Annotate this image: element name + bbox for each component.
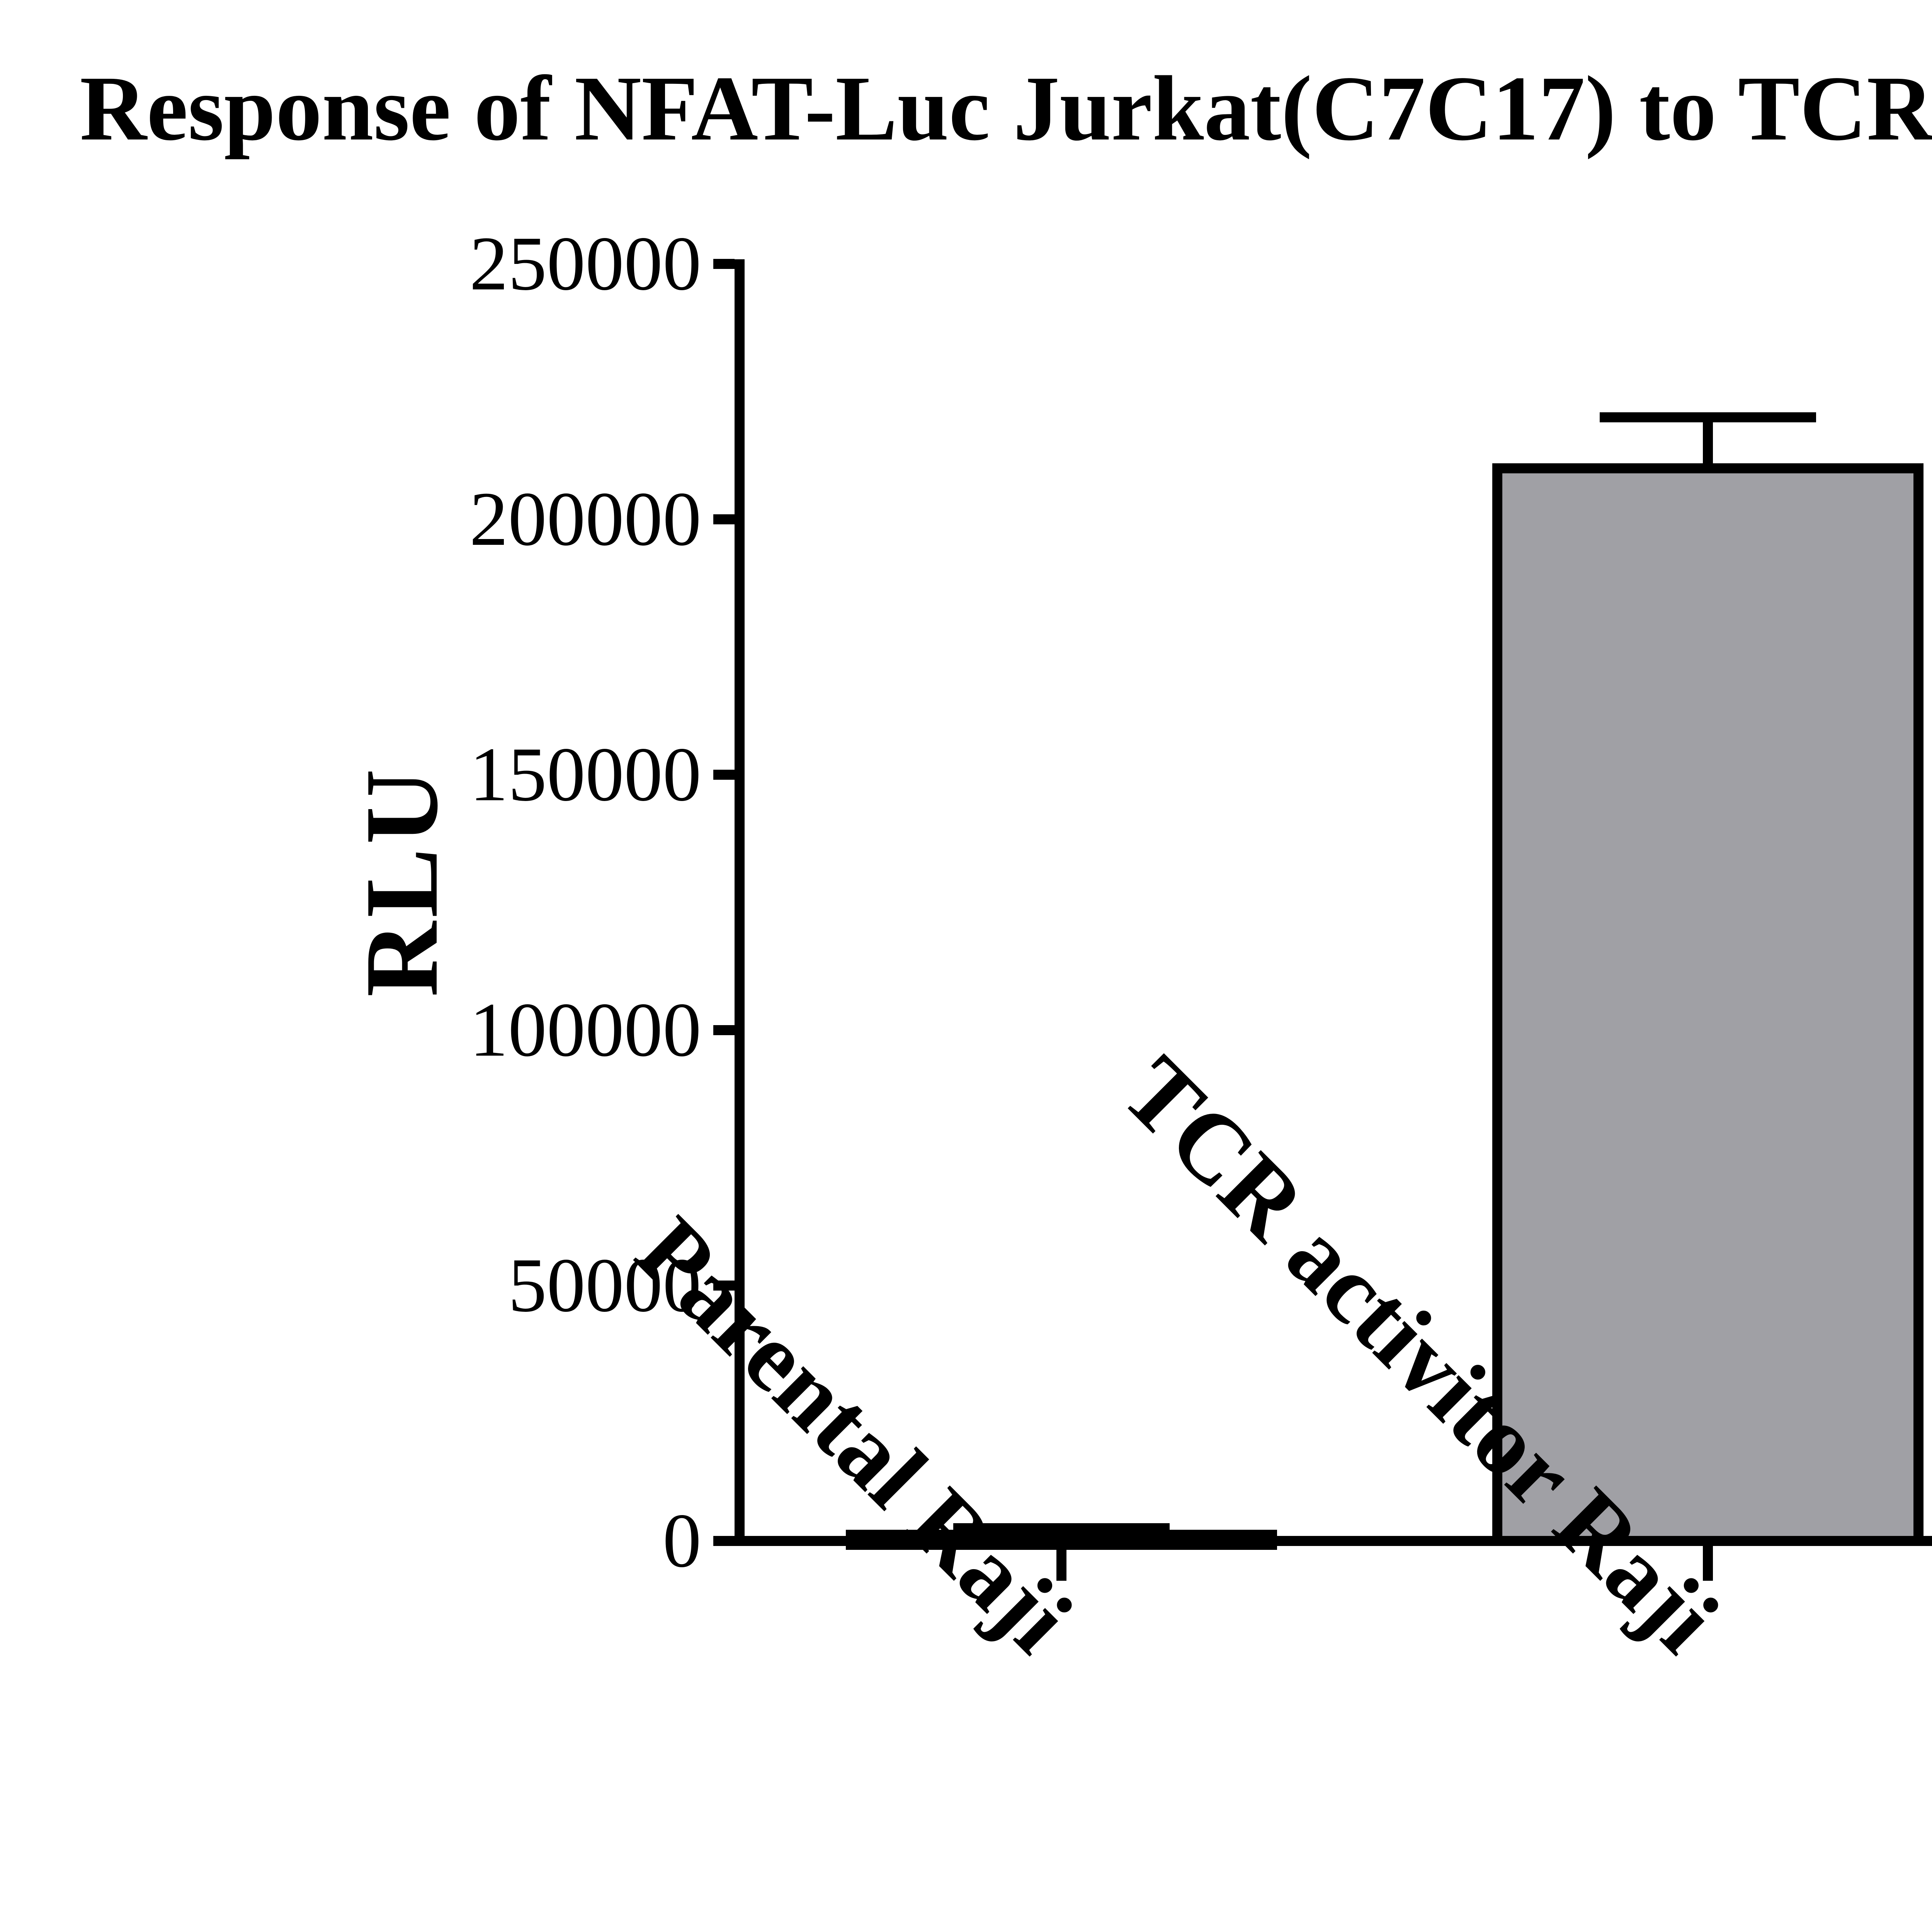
y-tick-label: 0: [663, 1498, 701, 1583]
y-tick-label: 100000: [469, 987, 701, 1073]
y-tick: [713, 770, 735, 780]
y-tick: [713, 1025, 735, 1035]
chart-title: Response of NFAT-Luc Jurkat(C7C17) to TC…: [80, 57, 1932, 160]
x-tick: [1703, 1546, 1713, 1581]
y-tick-label: 150000: [469, 732, 701, 817]
y-tick-label: 250000: [469, 221, 701, 306]
y-tick: [713, 1536, 735, 1546]
x-axis-category-label: Parental Raji: [616, 1196, 1092, 1673]
y-tick: [713, 514, 735, 524]
bar-parental-raji: [846, 1530, 1277, 1550]
y-tick: [713, 1281, 735, 1291]
x-tick: [1056, 1546, 1066, 1581]
error-bar-stem: [1703, 417, 1713, 468]
y-axis-line: [735, 259, 745, 1546]
y-tick: [713, 259, 735, 269]
y-tick-label: 50000: [508, 1243, 701, 1328]
y-tick-label: 200000: [469, 476, 701, 562]
error-bar-cap: [1600, 412, 1816, 422]
bar-tcr-activitor-raji: [1492, 463, 1923, 1546]
